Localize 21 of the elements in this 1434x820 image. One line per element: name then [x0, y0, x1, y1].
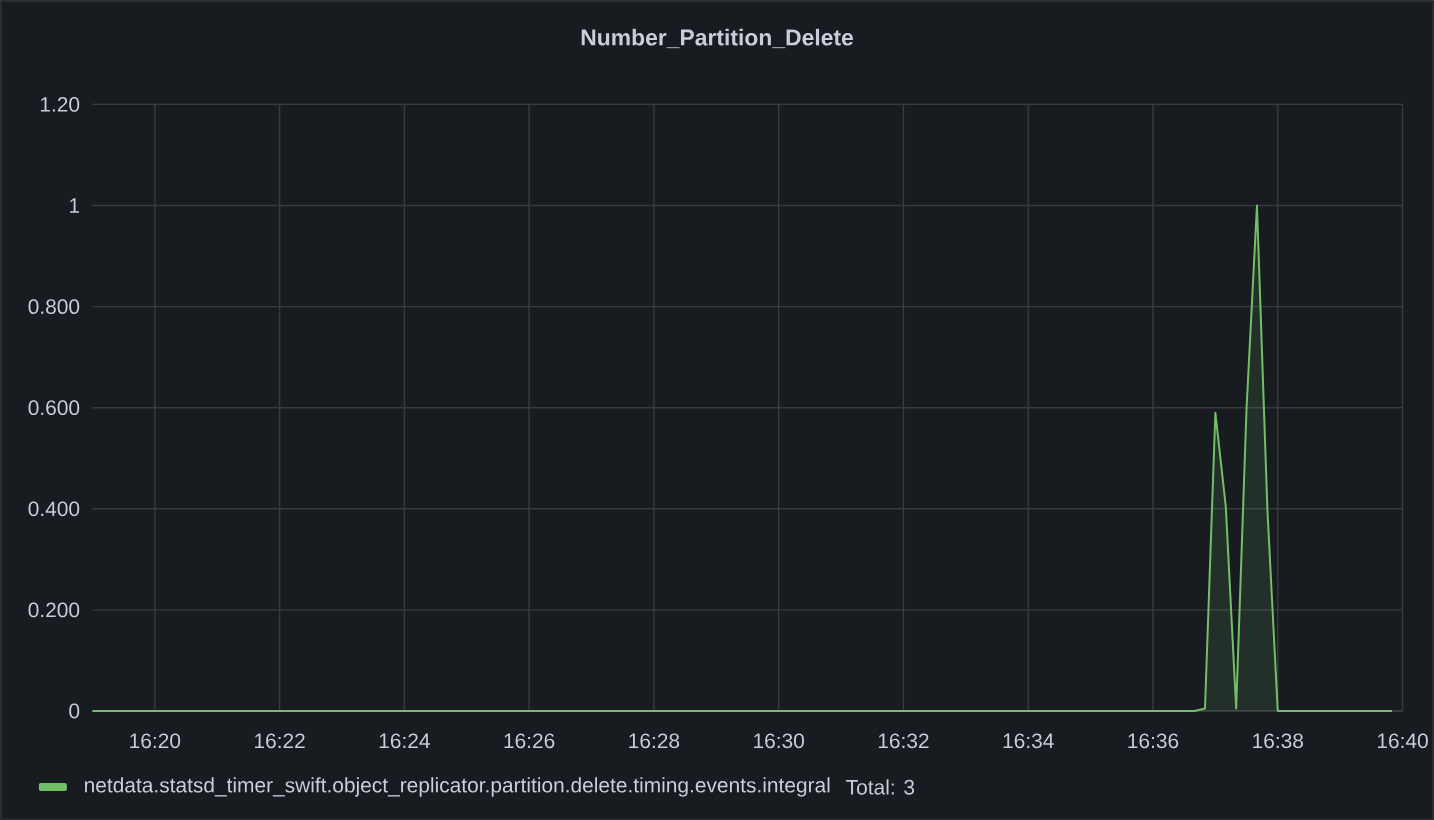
text: Total: 3 — [846, 779, 915, 795]
y-tick-label: 0 — [69, 703, 80, 719]
y-tick-label: 0.600 — [28, 400, 80, 415]
y-tick-label: 1.20 — [40, 96, 80, 112]
legend-label: netdata.statsd_timer_swift.object_replicator.partition.delete.timing.events.integral — [85, 777, 830, 797]
x-tick-label: 16:34 — [1003, 733, 1054, 748]
x-tick-label: 16:22 — [255, 733, 305, 748]
x-tick-label: 16:36 — [1128, 733, 1179, 748]
x-tick-label: 16:38 — [1253, 733, 1303, 748]
x-tick-label: 16:32 — [878, 733, 929, 748]
x-tick-label: 16:26 — [504, 733, 555, 748]
x-tick-label: 16:28 — [629, 733, 680, 748]
y-tick-label: 0.200 — [28, 602, 80, 618]
x-tick-label: 16:20 — [130, 733, 181, 748]
y-tick-label: 1 — [70, 198, 80, 213]
y-tick-label: 0.400 — [28, 501, 80, 517]
chart-title: Number_Partition_Delete — [581, 28, 854, 48]
x-tick-label: 16:30 — [754, 733, 804, 748]
x-tick-label: 16:40 — [1377, 733, 1428, 748]
x-tick-label: 16:24 — [379, 733, 430, 748]
y-tick-label: 0.800 — [28, 299, 80, 314]
